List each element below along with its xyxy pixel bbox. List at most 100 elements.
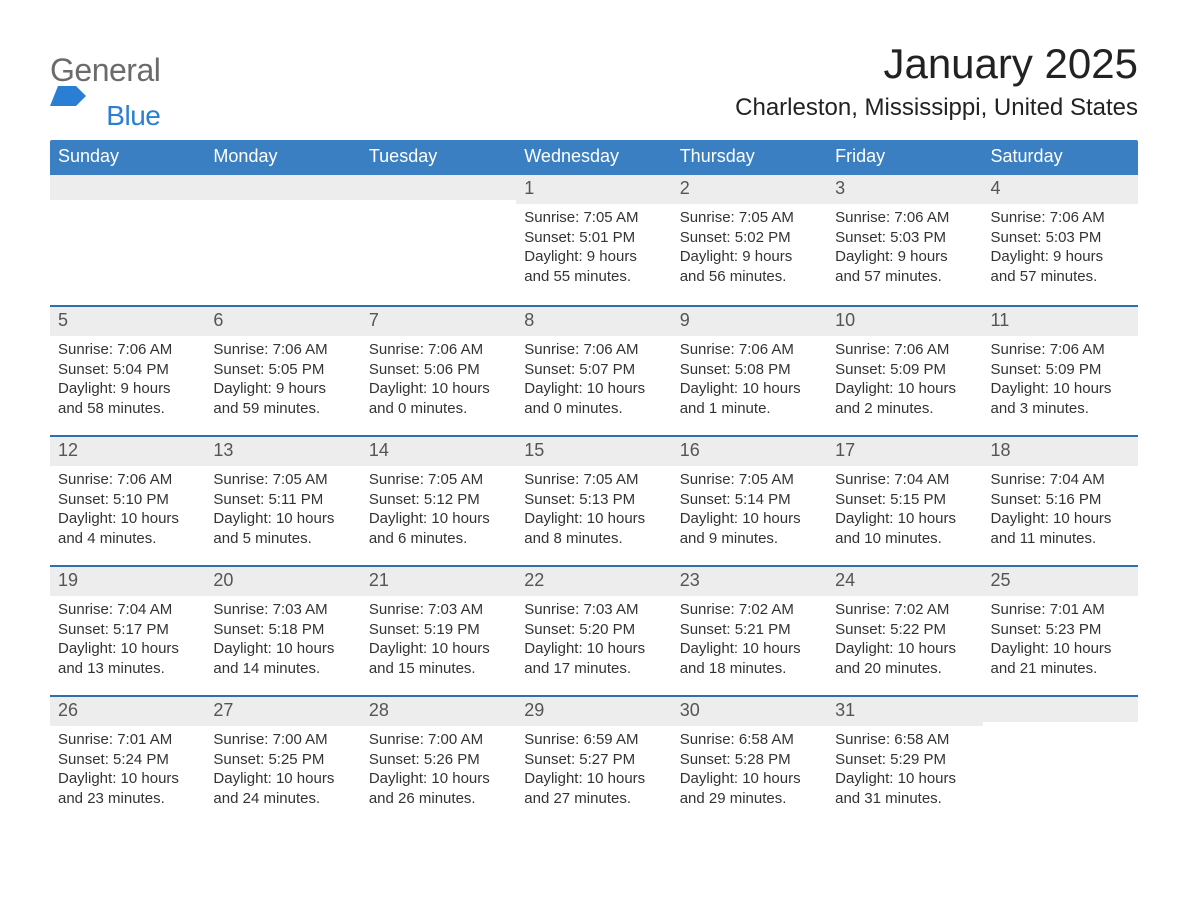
- day-cell: 30Sunrise: 6:58 AMSunset: 5:28 PMDayligh…: [672, 697, 827, 825]
- sunrise-line: Sunrise: 7:03 AM: [369, 600, 508, 620]
- day-number: 11: [983, 307, 1138, 336]
- day-cell: 2Sunrise: 7:05 AMSunset: 5:02 PMDaylight…: [672, 175, 827, 305]
- location-subtitle: Charleston, Mississippi, United States: [735, 94, 1138, 122]
- sunrise-line: Sunrise: 7:04 AM: [58, 600, 197, 620]
- day-cell: 15Sunrise: 7:05 AMSunset: 5:13 PMDayligh…: [516, 437, 671, 565]
- day-cell: 24Sunrise: 7:02 AMSunset: 5:22 PMDayligh…: [827, 567, 982, 695]
- day-body: Sunrise: 7:05 AMSunset: 5:12 PMDaylight:…: [361, 470, 516, 549]
- day-number: 12: [50, 437, 205, 466]
- day-body: Sunrise: 7:00 AMSunset: 5:25 PMDaylight:…: [205, 730, 360, 809]
- weekday-header: SundayMondayTuesdayWednesdayThursdayFrid…: [50, 140, 1138, 175]
- sunset-line: Sunset: 5:09 PM: [835, 360, 974, 380]
- day-body: Sunrise: 7:05 AMSunset: 5:01 PMDaylight:…: [516, 208, 671, 287]
- daylight-line: Daylight: 10 hours and 17 minutes.: [524, 639, 663, 679]
- sunset-line: Sunset: 5:14 PM: [680, 490, 819, 510]
- weekday-cell: Monday: [205, 140, 360, 175]
- day-body: Sunrise: 7:06 AMSunset: 5:04 PMDaylight:…: [50, 340, 205, 419]
- sunset-line: Sunset: 5:28 PM: [680, 750, 819, 770]
- day-body: Sunrise: 7:04 AMSunset: 5:16 PMDaylight:…: [983, 470, 1138, 549]
- sunset-line: Sunset: 5:07 PM: [524, 360, 663, 380]
- sunrise-line: Sunrise: 7:06 AM: [524, 340, 663, 360]
- sunset-line: Sunset: 5:11 PM: [213, 490, 352, 510]
- day-cell: 31 Sunrise: 6:58 AMSunset: 5:29 PMDayligh…: [827, 697, 982, 825]
- sunrise-line: Sunrise: 7:01 AM: [58, 730, 197, 750]
- day-number: 27: [205, 697, 360, 726]
- sunset-line: Sunset: 5:16 PM: [991, 490, 1130, 510]
- day-number: 8: [516, 307, 671, 336]
- day-body: Sunrise: 7:06 AMSunset: 5:10 PMDaylight:…: [50, 470, 205, 549]
- daylight-line: Daylight: 9 hours and 59 minutes.: [213, 379, 352, 419]
- sunset-line: Sunset: 5:15 PM: [835, 490, 974, 510]
- day-number: 10: [827, 307, 982, 336]
- day-cell: 7Sunrise: 7:06 AMSunset: 5:06 PMDaylight…: [361, 307, 516, 435]
- sunrise-line: Sunrise: 7:06 AM: [213, 340, 352, 360]
- day-cell: 25Sunrise: 7:01 AMSunset: 5:23 PMDayligh…: [983, 567, 1138, 695]
- day-cell: [50, 175, 205, 305]
- day-body: Sunrise: 7:01 AMSunset: 5:24 PMDaylight:…: [50, 730, 205, 809]
- day-body: Sunrise: 7:03 AMSunset: 5:20 PMDaylight:…: [516, 600, 671, 679]
- day-number: 3: [827, 175, 982, 204]
- day-number: 4: [983, 175, 1138, 204]
- sunrise-line: Sunrise: 7:05 AM: [524, 208, 663, 228]
- daylight-line: Daylight: 10 hours and 0 minutes.: [369, 379, 508, 419]
- daylight-line: Daylight: 10 hours and 14 minutes.: [213, 639, 352, 679]
- day-number: 14: [361, 437, 516, 466]
- daylight-line: Daylight: 9 hours and 55 minutes.: [524, 247, 663, 287]
- sunset-line: Sunset: 5:03 PM: [835, 228, 974, 248]
- sunrise-line: Sunrise: 7:06 AM: [835, 340, 974, 360]
- sunrise-line: Sunrise: 7:05 AM: [680, 208, 819, 228]
- day-body: Sunrise: 6:58 AMSunset: 5:29 PMDaylight:…: [827, 730, 982, 809]
- day-number: 13: [205, 437, 360, 466]
- daylight-line: Daylight: 10 hours and 18 minutes.: [680, 639, 819, 679]
- daylight-line: Daylight: 10 hours and 9 minutes.: [680, 509, 819, 549]
- sunset-line: Sunset: 5:10 PM: [58, 490, 197, 510]
- sunset-line: Sunset: 5:12 PM: [369, 490, 508, 510]
- sunset-line: Sunset: 5:01 PM: [524, 228, 663, 248]
- day-body: Sunrise: 7:01 AMSunset: 5:23 PMDaylight:…: [983, 600, 1138, 679]
- day-cell: 19Sunrise: 7:04 AMSunset: 5:17 PMDayligh…: [50, 567, 205, 695]
- day-cell: 4 Sunrise: 7:06 AMSunset: 5:03 PMDaylight…: [983, 175, 1138, 305]
- day-number: 1: [516, 175, 671, 204]
- sunset-line: Sunset: 5:06 PM: [369, 360, 508, 380]
- day-number: [361, 175, 516, 200]
- day-cell: 1 Sunrise: 7:05 AMSunset: 5:01 PMDaylight…: [516, 175, 671, 305]
- sunrise-line: Sunrise: 7:06 AM: [58, 470, 197, 490]
- week-row: 19Sunrise: 7:04 AMSunset: 5:17 PMDayligh…: [50, 565, 1138, 695]
- daylight-line: Daylight: 9 hours and 56 minutes.: [680, 247, 819, 287]
- daylight-line: Daylight: 10 hours and 4 minutes.: [58, 509, 197, 549]
- day-number: 18: [983, 437, 1138, 466]
- sunset-line: Sunset: 5:02 PM: [680, 228, 819, 248]
- sunset-line: Sunset: 5:22 PM: [835, 620, 974, 640]
- day-cell: 28Sunrise: 7:00 AMSunset: 5:26 PMDayligh…: [361, 697, 516, 825]
- day-number: 9: [672, 307, 827, 336]
- sunset-line: Sunset: 5:13 PM: [524, 490, 663, 510]
- daylight-line: Daylight: 10 hours and 6 minutes.: [369, 509, 508, 549]
- day-body: Sunrise: 7:06 AMSunset: 5:03 PMDaylight:…: [983, 208, 1138, 287]
- sunrise-line: Sunrise: 7:04 AM: [991, 470, 1130, 490]
- day-number: 17: [827, 437, 982, 466]
- sunset-line: Sunset: 5:03 PM: [991, 228, 1130, 248]
- day-cell: 14 Sunrise: 7:05 AMSunset: 5:12 PMDayligh…: [361, 437, 516, 565]
- day-cell: 8Sunrise: 7:06 AMSunset: 5:07 PMDaylight…: [516, 307, 671, 435]
- calendar: SundayMondayTuesdayWednesdayThursdayFrid…: [50, 140, 1138, 825]
- daylight-line: Daylight: 9 hours and 58 minutes.: [58, 379, 197, 419]
- sunset-line: Sunset: 5:23 PM: [991, 620, 1130, 640]
- sunrise-line: Sunrise: 7:01 AM: [991, 600, 1130, 620]
- day-body: Sunrise: 7:05 AMSunset: 5:13 PMDaylight:…: [516, 470, 671, 549]
- sunrise-line: Sunrise: 7:05 AM: [524, 470, 663, 490]
- day-number: 31: [827, 697, 982, 726]
- sunrise-line: Sunrise: 7:05 AM: [213, 470, 352, 490]
- sunrise-line: Sunrise: 7:03 AM: [213, 600, 352, 620]
- day-body: Sunrise: 7:06 AMSunset: 5:03 PMDaylight:…: [827, 208, 982, 287]
- day-cell: 22Sunrise: 7:03 AMSunset: 5:20 PMDayligh…: [516, 567, 671, 695]
- sunrise-line: Sunrise: 7:06 AM: [991, 340, 1130, 360]
- sunset-line: Sunset: 5:05 PM: [213, 360, 352, 380]
- day-cell: 16Sunrise: 7:05 AMSunset: 5:14 PMDayligh…: [672, 437, 827, 565]
- weekday-cell: Sunday: [50, 140, 205, 175]
- day-body: Sunrise: 7:04 AMSunset: 5:17 PMDaylight:…: [50, 600, 205, 679]
- day-cell: [983, 697, 1138, 825]
- day-cell: 29Sunrise: 6:59 AMSunset: 5:27 PMDayligh…: [516, 697, 671, 825]
- day-body: Sunrise: 7:00 AMSunset: 5:26 PMDaylight:…: [361, 730, 516, 809]
- sunrise-line: Sunrise: 7:06 AM: [835, 208, 974, 228]
- day-number: 7: [361, 307, 516, 336]
